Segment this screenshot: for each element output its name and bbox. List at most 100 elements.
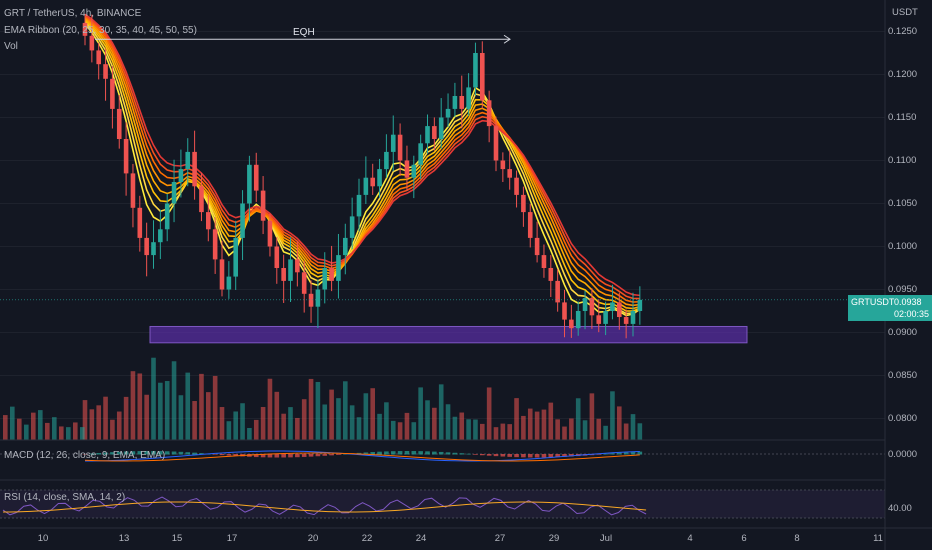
rsi-legend[interactable]: RSI (14, close, SMA, 14, 2) [4, 492, 126, 503]
volume-bar [212, 375, 218, 440]
macd-histogram-bar [438, 451, 444, 455]
volume-bar [288, 407, 293, 440]
candle-body [637, 299, 643, 311]
volume-bar [219, 407, 225, 440]
macd-histogram-bar [507, 454, 512, 457]
symbol-legend[interactable]: GRT / TetherUS, 4h, BINANCE [4, 8, 142, 19]
macd-histogram-bar [164, 451, 170, 455]
volume-bar [80, 427, 85, 440]
volume-bar [226, 421, 232, 440]
volume-bar [555, 419, 560, 440]
macd-signal-line [84, 452, 640, 462]
volume-bar [38, 410, 43, 440]
candle-body [541, 255, 547, 268]
candle-body [212, 229, 218, 260]
volume-bar [31, 412, 36, 440]
demand-zone[interactable] [149, 325, 748, 344]
volume-bar [178, 395, 184, 440]
volume-bar [486, 387, 492, 440]
time-tick-label: 22 [361, 533, 373, 544]
volume-bar [480, 423, 485, 440]
macd-histogram-bar [596, 454, 602, 455]
candle-body [418, 143, 423, 165]
ema-ribbon-line [84, 15, 640, 303]
volume-legend[interactable]: Vol [4, 41, 18, 52]
macd-histogram-bar [151, 451, 156, 455]
volume-bar [343, 381, 348, 440]
volume-bar [73, 422, 78, 440]
candle-body [548, 268, 554, 281]
price-tick-label: 0.0800 [888, 412, 918, 424]
time-tick-label: 17 [226, 533, 238, 544]
volume-bar [281, 413, 286, 440]
volume-bar [24, 424, 29, 440]
macd-histogram-bar [623, 452, 629, 455]
macd-histogram-bar [116, 451, 122, 455]
volume-bar [45, 422, 50, 440]
volume-bar [411, 422, 417, 440]
candle-body [459, 96, 465, 109]
price-tag-value: 0.0938 [894, 297, 922, 307]
volume-bar [267, 378, 273, 440]
macd-histogram-bar [452, 452, 458, 455]
candle-body [500, 160, 506, 170]
eqh-label[interactable]: EQH [293, 27, 315, 38]
time-tick-label: 10 [37, 533, 49, 544]
candle-body [219, 259, 225, 290]
volume-bar [274, 391, 280, 440]
candle-body [411, 164, 417, 178]
volume-bar [397, 422, 403, 440]
macd-histogram-bar [329, 454, 334, 456]
macd-histogram-bar [404, 451, 410, 455]
volume-bar [17, 418, 22, 440]
volume-bar [192, 401, 197, 440]
volume-bar [534, 411, 540, 440]
volume-bar [425, 400, 430, 440]
macd-histogram-bar [96, 453, 101, 455]
volume-bar [438, 384, 444, 440]
candle-body [226, 276, 232, 290]
ema-ribbon-line [84, 17, 640, 307]
volume-bar [507, 424, 512, 440]
macd-histogram-bar [617, 452, 622, 455]
candle-body [356, 194, 362, 217]
time-tick-label: 8 [794, 533, 800, 544]
macd-histogram-bar [521, 454, 526, 458]
candle-body [343, 237, 348, 256]
price-tick-label: 0.1000 [888, 240, 918, 252]
candle-body [151, 242, 156, 256]
candle-body [377, 169, 382, 187]
candle-body [397, 134, 403, 161]
volume-bar [158, 382, 163, 440]
time-tick-label: 24 [415, 533, 427, 544]
volume-bar [3, 415, 8, 440]
macd-histogram-bar [390, 451, 396, 455]
candles [82, 14, 643, 339]
macd-histogram-bar [514, 454, 519, 458]
volume-bar [452, 416, 458, 440]
candle-body [199, 186, 204, 213]
candle-body [123, 139, 129, 174]
time-tick-label: 20 [307, 533, 319, 544]
candle-body [617, 302, 622, 318]
macd-histogram-bar [336, 454, 341, 455]
volume-bar [349, 405, 355, 440]
volume-bar [548, 402, 554, 440]
candle-body [315, 289, 321, 307]
macd-histogram-bar [555, 454, 560, 458]
candle-body [253, 164, 259, 191]
macd-histogram-bar [144, 451, 149, 455]
candle-body [336, 255, 341, 281]
volume-bar [432, 407, 437, 440]
price-tick-label: 0.1100 [888, 154, 917, 166]
volume-bar [233, 411, 238, 440]
candle-body [137, 207, 143, 238]
volume-bar [459, 412, 465, 440]
macd-histogram-bar [397, 451, 403, 455]
macd-histogram-bar [411, 451, 417, 455]
macd-legend[interactable]: MACD (12, 26, close, 9, EMA, EMA) [4, 450, 166, 461]
volume-bar [144, 394, 149, 440]
volume-bar [137, 373, 143, 440]
ema-ribbon-legend[interactable]: EMA Ribbon (20, 25, 30, 35, 40, 45, 50, … [4, 25, 197, 36]
